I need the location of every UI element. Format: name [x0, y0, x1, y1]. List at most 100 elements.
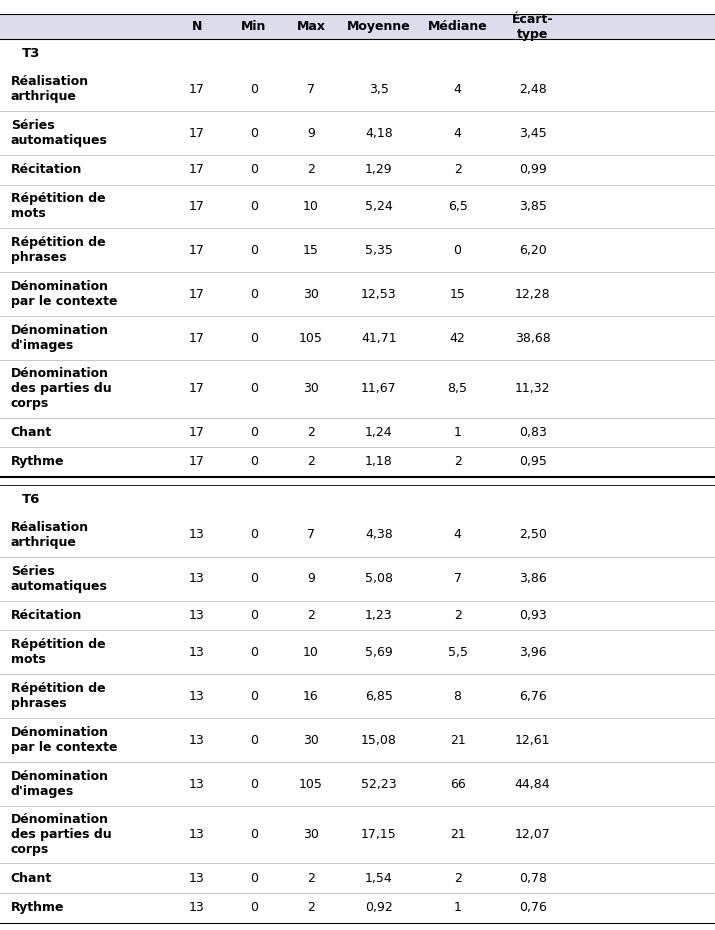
- Text: Séries
automatiques: Séries automatiques: [11, 565, 107, 593]
- Text: 15: 15: [303, 244, 319, 257]
- Text: 3,85: 3,85: [519, 200, 546, 213]
- Text: 5,24: 5,24: [365, 200, 393, 213]
- Text: Séries
automatiques: Séries automatiques: [11, 119, 107, 147]
- Text: 1,23: 1,23: [365, 609, 393, 622]
- Text: 0: 0: [250, 871, 258, 884]
- Text: Récitation: Récitation: [11, 609, 82, 622]
- Text: Répétition de
mots: Répétition de mots: [11, 193, 105, 220]
- Text: Chant: Chant: [11, 871, 52, 884]
- Text: 2: 2: [307, 426, 315, 439]
- Text: 2: 2: [307, 164, 315, 177]
- Text: Dénomination
par le contexte: Dénomination par le contexte: [11, 726, 117, 754]
- Text: 66: 66: [450, 777, 465, 790]
- Text: 21: 21: [450, 734, 465, 747]
- Text: 105: 105: [299, 332, 323, 345]
- Text: 44,84: 44,84: [515, 777, 551, 790]
- Text: 8: 8: [453, 690, 462, 703]
- Text: 1: 1: [453, 901, 462, 914]
- Bar: [0, 14, 715, 39]
- Text: 0: 0: [250, 200, 258, 213]
- Text: 12,07: 12,07: [515, 829, 551, 842]
- Text: 13: 13: [189, 528, 204, 541]
- Text: 4,18: 4,18: [365, 126, 393, 140]
- Text: 0,95: 0,95: [519, 456, 546, 469]
- Text: N: N: [192, 20, 202, 33]
- Text: 1,18: 1,18: [365, 456, 393, 469]
- Text: Chant: Chant: [11, 426, 52, 439]
- Text: 4: 4: [453, 528, 462, 541]
- Text: Dénomination
par le contexte: Dénomination par le contexte: [11, 280, 117, 309]
- Text: 1,24: 1,24: [365, 426, 393, 439]
- Text: Dénomination
des parties du
corps: Dénomination des parties du corps: [11, 813, 112, 857]
- Text: Min: Min: [241, 20, 267, 33]
- Text: 0: 0: [250, 332, 258, 345]
- Text: 17: 17: [189, 382, 204, 395]
- Text: 17: 17: [189, 287, 204, 300]
- Text: 0,78: 0,78: [518, 871, 547, 884]
- Text: 30: 30: [303, 734, 319, 747]
- Text: 7: 7: [453, 572, 462, 585]
- Text: 0: 0: [250, 456, 258, 469]
- Text: 13: 13: [189, 645, 204, 658]
- Text: 3,5: 3,5: [369, 83, 389, 96]
- Text: Répétition de
mots: Répétition de mots: [11, 638, 105, 666]
- Text: 0: 0: [250, 382, 258, 395]
- Text: 30: 30: [303, 382, 319, 395]
- Text: 0: 0: [250, 734, 258, 747]
- Text: 11,32: 11,32: [515, 382, 551, 395]
- Text: 17: 17: [189, 332, 204, 345]
- Text: 3,86: 3,86: [519, 572, 546, 585]
- Text: 12,61: 12,61: [515, 734, 551, 747]
- Text: Rythme: Rythme: [11, 901, 64, 914]
- Text: 0,92: 0,92: [365, 901, 393, 914]
- Text: 3,45: 3,45: [519, 126, 546, 140]
- Text: 42: 42: [450, 332, 465, 345]
- Text: 0: 0: [250, 83, 258, 96]
- Text: 5,5: 5,5: [448, 645, 468, 658]
- Text: 13: 13: [189, 734, 204, 747]
- Text: 2: 2: [453, 164, 462, 177]
- Text: 12,53: 12,53: [361, 287, 397, 300]
- Text: 16: 16: [303, 690, 319, 703]
- Text: Réalisation
arthrique: Réalisation arthrique: [11, 75, 89, 103]
- Text: 2: 2: [307, 901, 315, 914]
- Text: 41,71: 41,71: [361, 332, 397, 345]
- Text: 1: 1: [453, 426, 462, 439]
- Text: 15: 15: [450, 287, 465, 300]
- Text: 17: 17: [189, 426, 204, 439]
- Text: 6,5: 6,5: [448, 200, 468, 213]
- Text: 30: 30: [303, 287, 319, 300]
- Text: 0,76: 0,76: [519, 901, 546, 914]
- Text: T3: T3: [21, 46, 40, 60]
- Text: 15,08: 15,08: [361, 734, 397, 747]
- Text: 12,28: 12,28: [515, 287, 551, 300]
- Text: 5,69: 5,69: [365, 645, 393, 658]
- Text: 0: 0: [250, 528, 258, 541]
- Text: Moyenne: Moyenne: [347, 20, 411, 33]
- Text: 0: 0: [250, 426, 258, 439]
- Text: T6: T6: [21, 493, 40, 506]
- Text: Rythme: Rythme: [11, 456, 64, 469]
- Text: Dénomination
d'images: Dénomination d'images: [11, 770, 109, 798]
- Text: 2: 2: [307, 871, 315, 884]
- Text: 0: 0: [250, 287, 258, 300]
- Text: 2: 2: [307, 456, 315, 469]
- Text: 11,67: 11,67: [361, 382, 397, 395]
- Text: Répétition de
phrases: Répétition de phrases: [11, 683, 105, 711]
- Text: 6,85: 6,85: [365, 690, 393, 703]
- Text: 9: 9: [307, 572, 315, 585]
- Text: Médiane: Médiane: [428, 20, 488, 33]
- Text: 13: 13: [189, 901, 204, 914]
- Text: 105: 105: [299, 777, 323, 790]
- Text: 2: 2: [453, 871, 462, 884]
- Text: 0: 0: [250, 164, 258, 177]
- Text: 4,38: 4,38: [365, 528, 393, 541]
- Text: 17: 17: [189, 244, 204, 257]
- Text: 3,96: 3,96: [519, 645, 546, 658]
- Text: 2: 2: [307, 609, 315, 622]
- Text: 2,48: 2,48: [519, 83, 546, 96]
- Text: 1,29: 1,29: [365, 164, 393, 177]
- Text: 5,08: 5,08: [365, 572, 393, 585]
- Text: 7: 7: [307, 83, 315, 96]
- Text: 0: 0: [453, 244, 462, 257]
